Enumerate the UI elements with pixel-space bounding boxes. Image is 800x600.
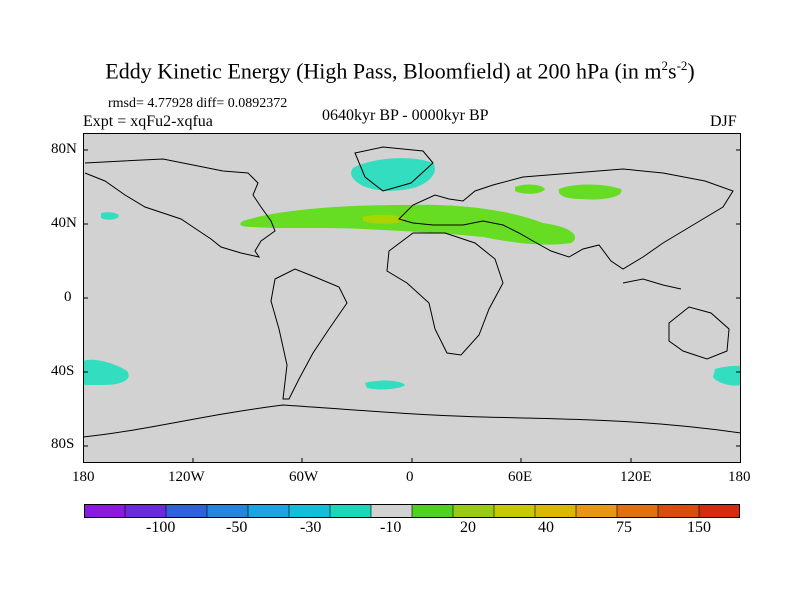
colorbar-cell bbox=[493, 504, 536, 518]
siberia-positive-region bbox=[558, 184, 622, 200]
africa-coast bbox=[386, 232, 504, 356]
indonesia-coast bbox=[622, 278, 682, 290]
eurasia-coast bbox=[398, 168, 734, 270]
colorbar-cell bbox=[657, 504, 700, 518]
y-tick-80s: 80S bbox=[51, 436, 75, 452]
colorbar-cell bbox=[698, 504, 740, 518]
south-america-coast bbox=[270, 268, 348, 400]
stats-label: rmsd= 4.77928 diff= 0.0892372 bbox=[108, 96, 288, 111]
y-tick-0: 0 bbox=[64, 289, 72, 305]
colorbar-cell bbox=[247, 504, 290, 518]
colorbar-cell bbox=[124, 504, 167, 518]
colorbar-label-8: 150 bbox=[687, 519, 711, 536]
x-tick-180w: 180 bbox=[72, 469, 95, 485]
colorbar-cell bbox=[206, 504, 249, 518]
antarctica-coast bbox=[83, 404, 741, 438]
colorbar-cell bbox=[370, 504, 413, 518]
anomaly-regions bbox=[83, 158, 741, 390]
x-tick-60w: 60W bbox=[289, 469, 319, 485]
x-tick-0: 0 bbox=[406, 469, 414, 485]
period-label: 0640kyr BP - 0000kyr BP bbox=[322, 107, 489, 124]
colorbar-label-1: -100 bbox=[146, 519, 176, 536]
experiment-label: Expt = xqFu2-xqfua bbox=[83, 113, 213, 130]
colorbar-border bbox=[84, 504, 740, 518]
x-tick-60e: 60E bbox=[508, 469, 533, 485]
y-tick-40s: 40S bbox=[51, 363, 75, 379]
colorbar bbox=[84, 504, 740, 518]
x-tick-120w: 120W bbox=[168, 469, 205, 485]
plot-title: Eddy Kinetic Energy (High Pass, Bloomfie… bbox=[105, 58, 695, 84]
colorbar-cell bbox=[616, 504, 659, 518]
colorbar-cell bbox=[165, 504, 208, 518]
asia-small-positive-region bbox=[515, 184, 545, 194]
colorbar-label-5: 20 bbox=[460, 519, 476, 536]
coastlines bbox=[83, 146, 741, 438]
colorbar-cells bbox=[84, 504, 740, 518]
colorbar-label-7: 75 bbox=[616, 519, 632, 536]
colorbar-cell bbox=[411, 504, 454, 518]
colorbar-label-2: -50 bbox=[226, 519, 248, 536]
colorbar-cell bbox=[288, 504, 331, 518]
x-tick-180e: 180 bbox=[728, 469, 751, 485]
y-tick-80n: 80N bbox=[51, 141, 77, 157]
colorbar-cell bbox=[575, 504, 618, 518]
colorbar-cell bbox=[84, 504, 126, 518]
south-pacific-negative-region bbox=[83, 359, 129, 385]
tick-marks bbox=[83, 149, 741, 463]
new-zealand-negative-region bbox=[713, 365, 741, 386]
strong-positive-core bbox=[363, 214, 405, 224]
north-america-coast bbox=[84, 158, 276, 258]
colorbar-cell bbox=[534, 504, 577, 518]
north-pacific-negative-region bbox=[101, 212, 119, 220]
south-atlantic-negative-region bbox=[365, 380, 405, 390]
map-panel bbox=[83, 133, 741, 463]
x-tick-120e: 120E bbox=[620, 469, 652, 485]
greenland-coast bbox=[354, 146, 434, 192]
y-tick-40n: 40N bbox=[51, 215, 77, 231]
australia-coast bbox=[668, 306, 730, 360]
colorbar-label-4: -10 bbox=[380, 519, 402, 536]
colorbar-cell bbox=[329, 504, 372, 518]
colorbar-label-3: -30 bbox=[300, 519, 322, 536]
europe-positive-region bbox=[240, 204, 576, 245]
colorbar-label-6: 40 bbox=[538, 519, 554, 536]
colorbar-cell bbox=[452, 504, 495, 518]
season-label: DJF bbox=[710, 113, 737, 130]
